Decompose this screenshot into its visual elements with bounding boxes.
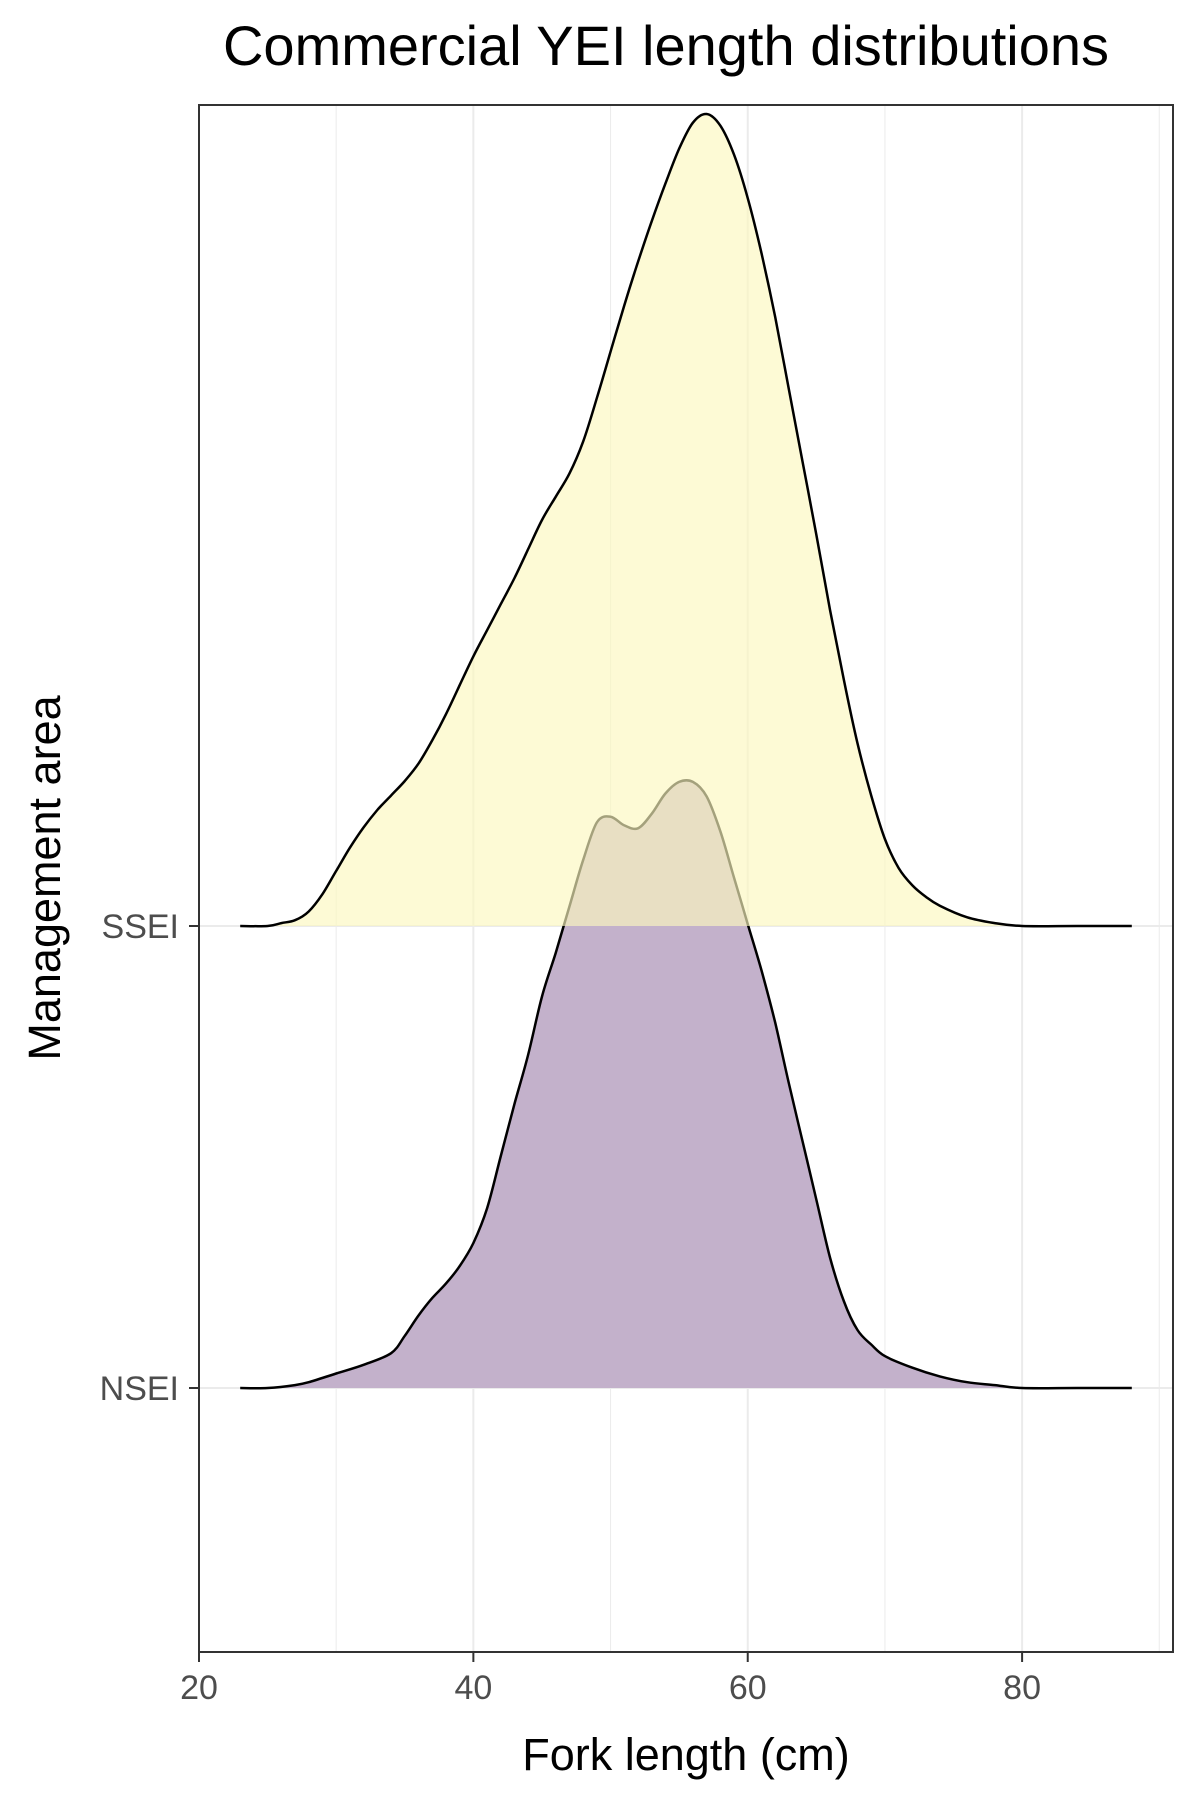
chart-title: Commercial YEI length distributions <box>223 14 1109 77</box>
x-tick-label: 20 <box>180 1669 218 1707</box>
x-axis-title: Fork length (cm) <box>522 1729 850 1780</box>
ridge-fill-nsei <box>240 780 1132 1389</box>
plot-border <box>198 104 1174 1653</box>
ridge-fill-ssei <box>240 113 1132 927</box>
ridge-ssei <box>240 112 1132 928</box>
x-tick-label: 60 <box>729 1669 767 1707</box>
ridge-line-ssei <box>240 112 1132 928</box>
y-axis-title: Management area <box>19 694 70 1060</box>
density-ridges <box>240 112 1132 1390</box>
x-tick-label: 40 <box>454 1669 492 1707</box>
x-tick-label: 80 <box>1003 1669 1041 1707</box>
x-axis: 20 40 60 80 <box>180 1652 1041 1707</box>
y-axis: NSEI SSEI <box>100 908 199 1408</box>
y-tick-label-ssei: SSEI <box>102 908 179 946</box>
plot-area <box>198 104 1174 1653</box>
y-tick-label-nsei: NSEI <box>100 1370 179 1408</box>
